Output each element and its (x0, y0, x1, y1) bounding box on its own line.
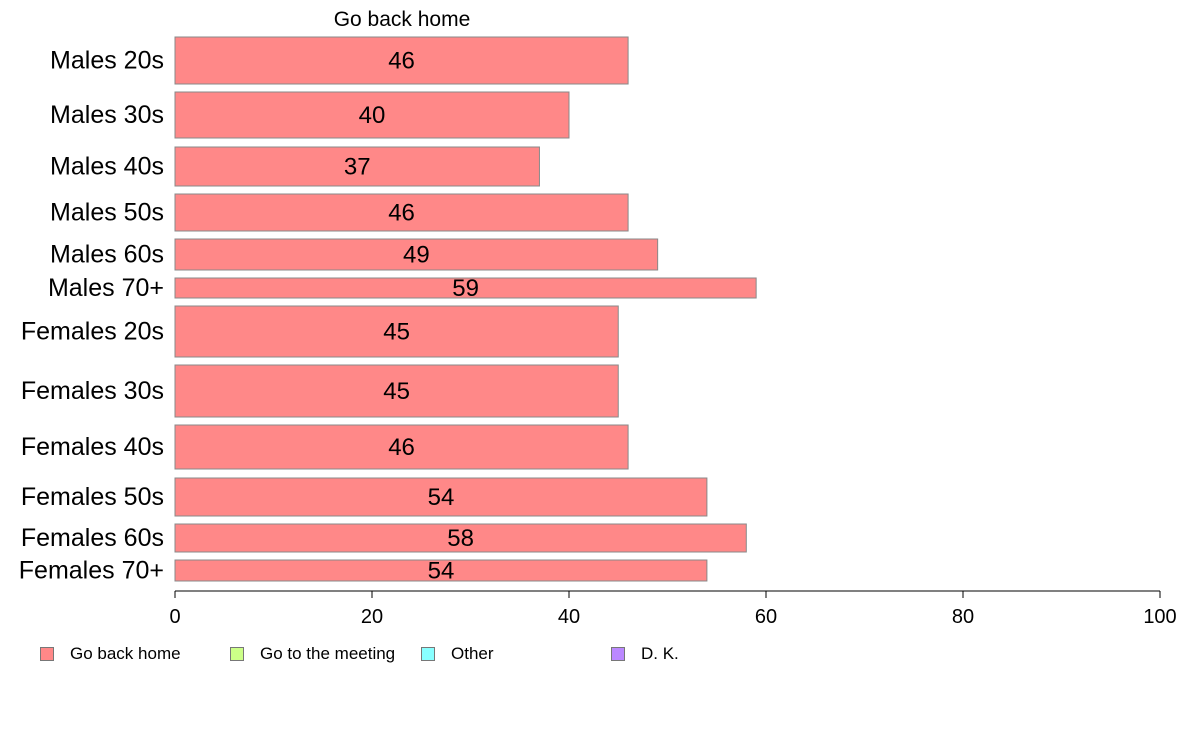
data-label: 45 (383, 378, 410, 405)
bar (174, 305, 619, 358)
bar (174, 559, 708, 582)
x-tick-label: 20 (361, 606, 383, 628)
data-label: 37 (344, 154, 371, 181)
bar (174, 364, 619, 418)
legend-swatch (230, 647, 244, 661)
legend-item: Go to the meeting (230, 644, 395, 664)
category-label: Females 70+ (19, 557, 164, 585)
category-label: Males 50s (50, 199, 164, 227)
bar (174, 277, 757, 299)
bar (174, 91, 570, 139)
bar (174, 36, 629, 85)
bar (174, 477, 708, 517)
legend-item: D. K. (611, 644, 679, 664)
data-label: 49 (403, 242, 430, 269)
category-label: Females 50s (21, 483, 164, 511)
category-label: Females 60s (21, 524, 164, 552)
category-label: Females 20s (21, 318, 164, 346)
data-label: 46 (388, 48, 415, 75)
data-label: 46 (388, 434, 415, 461)
bar (174, 238, 659, 271)
x-tick-label: 0 (169, 606, 180, 628)
chart-title: Go back home (334, 8, 471, 31)
legend: Go back home Go to the meeting Other D. K. (0, 644, 1188, 668)
x-tick-label: 80 (952, 606, 974, 628)
legend-swatch (611, 647, 625, 661)
legend-item: Other (421, 644, 494, 664)
legend-label: Go back home (70, 644, 181, 663)
category-label: Males 60s (50, 241, 164, 269)
legend-swatch (421, 647, 435, 661)
category-label: Males 30s (50, 101, 164, 129)
data-label: 40 (359, 102, 386, 129)
chart: Go back home Males 20s 46 Males 30s 40 Males … (19, 8, 1177, 628)
legend-swatch (40, 647, 54, 661)
bar (174, 424, 629, 470)
category-label: Males 40s (50, 153, 164, 181)
data-label: 54 (428, 484, 455, 511)
data-label: 45 (383, 319, 410, 346)
bar (174, 146, 540, 187)
x-tick-label: 40 (558, 606, 580, 628)
category-label: Males 70+ (48, 274, 164, 302)
category-label: Females 30s (21, 377, 164, 405)
x-tick-label: 60 (755, 606, 777, 628)
category-label: Males 20s (50, 47, 164, 75)
data-label: 58 (447, 525, 474, 552)
data-label: 46 (388, 200, 415, 227)
legend-label: Other (451, 644, 494, 663)
bar (174, 523, 747, 553)
legend-label: Go to the meeting (260, 644, 396, 663)
data-label: 59 (452, 275, 479, 302)
bar (174, 193, 629, 232)
x-tick-label: 100 (1143, 606, 1176, 628)
category-label: Females 40s (21, 433, 164, 461)
legend-label: D. K. (641, 644, 679, 663)
legend-item: Go back home (40, 644, 181, 664)
data-label: 54 (428, 558, 455, 585)
